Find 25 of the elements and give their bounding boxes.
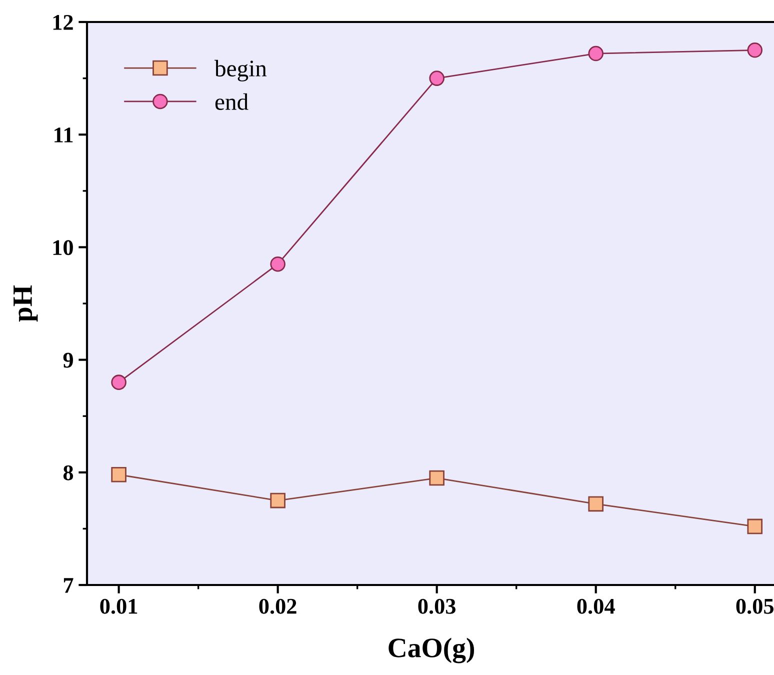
- y-tick-label: 12: [53, 14, 73, 30]
- point: [270, 492, 286, 508]
- y-tick-label: 11: [54, 128, 73, 142]
- x-tick-label: 0.05: [736, 598, 774, 614]
- legend-label: begin: [214, 60, 267, 82]
- y-tick-label: 7: [64, 578, 74, 593]
- x-tick-label: 0.03: [418, 598, 456, 614]
- x-tick-label: 0.01: [100, 598, 138, 614]
- x-axis-title: CaO(g): [388, 638, 474, 664]
- point: [111, 374, 126, 390]
- point: [588, 496, 604, 512]
- point: [588, 46, 604, 62]
- y-tick-label: 9: [63, 352, 74, 368]
- x-tick-label: 0.04: [577, 598, 615, 614]
- legend-label: end: [215, 93, 248, 110]
- point: [747, 42, 763, 58]
- point: [429, 470, 444, 486]
- y-tick-label: 8: [63, 465, 74, 480]
- point: [111, 467, 126, 482]
- point: [429, 70, 444, 86]
- point: [747, 518, 763, 534]
- point: [270, 256, 286, 272]
- x-tick-label: 0.02: [259, 598, 296, 614]
- y-axis-title: pH: [14, 285, 38, 322]
- y-tick-label: 10: [53, 240, 73, 256]
